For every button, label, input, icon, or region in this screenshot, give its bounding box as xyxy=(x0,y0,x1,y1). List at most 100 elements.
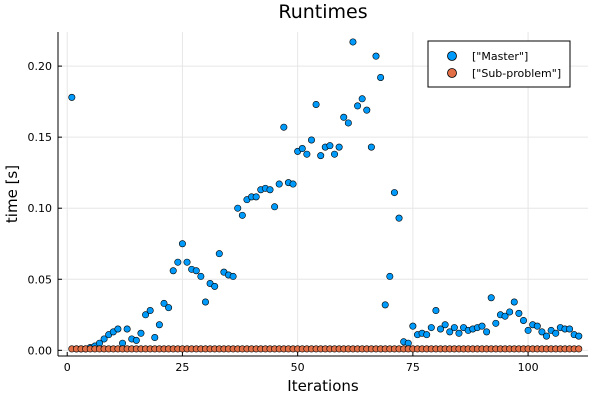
data-point xyxy=(455,329,463,337)
data-point xyxy=(123,325,131,333)
data-point xyxy=(317,152,325,160)
y-tick-label: 0.15 xyxy=(28,131,53,144)
chart-title: Runtimes xyxy=(278,1,367,23)
data-point xyxy=(344,119,352,127)
x-tick-label: 25 xyxy=(175,361,189,374)
series-master xyxy=(68,38,583,353)
data-point xyxy=(289,180,297,188)
x-tick-label: 100 xyxy=(518,361,539,374)
legend-marker-sub-problem xyxy=(447,68,457,78)
data-point xyxy=(280,123,288,131)
y-axis-label: time [s] xyxy=(3,165,21,223)
data-point xyxy=(183,258,191,266)
data-point xyxy=(192,267,200,275)
data-point xyxy=(137,329,145,337)
data-point xyxy=(432,307,440,315)
data-point xyxy=(566,325,574,333)
data-point xyxy=(142,311,150,319)
legend-marker-master xyxy=(447,51,457,61)
data-point xyxy=(252,193,260,201)
data-point xyxy=(178,240,186,248)
data-point xyxy=(501,312,509,320)
data-point xyxy=(215,250,223,258)
data-point xyxy=(100,335,108,343)
data-point xyxy=(372,52,380,60)
data-point xyxy=(358,95,366,103)
data-point xyxy=(211,282,219,290)
data-point xyxy=(575,345,583,353)
data-point xyxy=(132,336,140,344)
data-point xyxy=(395,214,403,222)
data-point xyxy=(155,321,163,329)
data-point xyxy=(409,322,417,330)
data-point xyxy=(326,142,334,150)
data-point xyxy=(266,186,274,194)
data-point xyxy=(340,113,348,121)
data-point xyxy=(201,298,209,306)
data-point xyxy=(538,328,546,336)
data-point xyxy=(229,272,237,280)
data-point xyxy=(492,319,500,327)
y-tick-label: 0.05 xyxy=(28,273,53,286)
legend: ["Master"] ["Sub-problem"] xyxy=(427,40,571,88)
legend-box xyxy=(427,40,571,88)
data-point xyxy=(303,150,311,158)
data-point xyxy=(450,324,458,332)
data-point xyxy=(386,272,394,280)
data-point xyxy=(68,93,76,101)
data-point xyxy=(363,106,371,114)
data-point xyxy=(437,325,445,333)
x-axis-label: Iterations xyxy=(287,377,359,395)
data-point xyxy=(483,328,491,336)
series-sub-problem xyxy=(68,345,583,353)
data-point xyxy=(552,329,560,337)
data-point xyxy=(519,316,527,324)
data-point xyxy=(312,100,320,108)
x-axis-ticks: 0 25 50 75 100 xyxy=(64,352,539,374)
data-point xyxy=(381,301,389,309)
data-point xyxy=(377,73,385,81)
data-point xyxy=(307,136,315,144)
data-point xyxy=(146,307,154,315)
data-point xyxy=(427,324,435,332)
x-tick-label: 75 xyxy=(406,361,420,374)
data-point xyxy=(197,272,205,280)
data-point xyxy=(114,325,122,333)
data-point xyxy=(151,334,159,342)
data-point xyxy=(487,294,495,302)
data-point xyxy=(349,38,357,46)
data-point xyxy=(506,308,514,316)
data-point xyxy=(174,258,182,266)
data-point xyxy=(390,189,398,197)
data-point xyxy=(524,326,532,334)
data-point xyxy=(543,332,551,340)
data-points xyxy=(68,38,583,353)
data-point xyxy=(354,102,362,110)
axes xyxy=(57,32,588,357)
data-point xyxy=(510,298,518,306)
data-point xyxy=(275,180,283,188)
legend-label-sub-problem: ["Sub-problem"] xyxy=(472,67,561,80)
data-point xyxy=(478,322,486,330)
y-tick-label: 0.20 xyxy=(28,60,53,73)
data-point xyxy=(367,143,375,151)
data-point xyxy=(331,150,339,158)
data-point xyxy=(238,211,246,219)
data-point xyxy=(271,203,279,211)
data-point xyxy=(515,309,523,317)
x-tick-label: 50 xyxy=(291,361,305,374)
legend-label-master: ["Master"] xyxy=(472,50,528,63)
data-point xyxy=(160,299,168,307)
data-point xyxy=(169,267,177,275)
data-point xyxy=(298,145,306,153)
data-point xyxy=(234,204,242,212)
data-point xyxy=(423,331,431,339)
data-point xyxy=(575,332,583,340)
data-point xyxy=(533,322,541,330)
data-point xyxy=(441,321,449,329)
data-point xyxy=(446,328,454,336)
data-point xyxy=(335,143,343,151)
x-tick-label: 0 xyxy=(64,361,71,374)
data-point xyxy=(165,304,173,312)
